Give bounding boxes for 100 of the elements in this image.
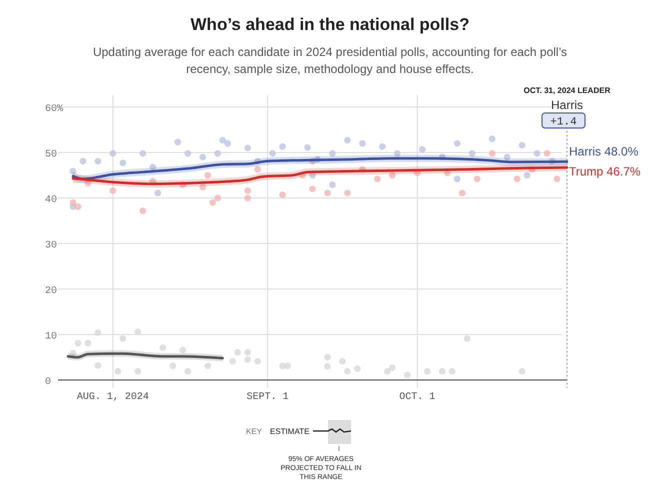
point — [518, 368, 526, 375]
chart-title: Who’s ahead in the national polls? — [190, 15, 470, 34]
point — [244, 144, 251, 152]
point — [134, 368, 142, 375]
y-tick-label: 0 — [45, 377, 52, 388]
point — [84, 340, 92, 346]
point — [169, 362, 176, 370]
text: KEY — [246, 427, 263, 436]
point — [234, 348, 241, 356]
point — [244, 187, 251, 194]
point — [454, 140, 461, 147]
chart-subtitle: Updating average for each candidate in 2024 presidential polls, accounting for each poll’s recency, sample size, methodology and house effects. — [92, 45, 568, 76]
point — [204, 362, 212, 370]
point — [199, 154, 206, 160]
point — [209, 199, 216, 206]
point — [504, 154, 510, 160]
point — [284, 362, 291, 370]
point — [324, 190, 331, 196]
point — [389, 364, 396, 372]
point — [70, 350, 76, 356]
point — [404, 372, 411, 378]
point — [229, 358, 236, 365]
point — [254, 358, 261, 365]
point — [279, 192, 286, 198]
point — [514, 176, 520, 182]
point — [174, 138, 182, 146]
point — [120, 335, 126, 342]
point — [488, 150, 496, 157]
point — [344, 136, 351, 144]
point — [70, 199, 76, 206]
point — [74, 203, 82, 210]
point — [359, 140, 366, 147]
annotation: +1.4 — [550, 116, 578, 128]
point — [344, 368, 351, 375]
point — [94, 158, 102, 164]
point — [518, 142, 526, 149]
point — [394, 150, 401, 157]
point — [418, 146, 426, 153]
point — [474, 176, 480, 182]
point — [329, 182, 336, 188]
point — [110, 187, 116, 194]
point — [354, 365, 361, 372]
point — [374, 176, 381, 182]
point — [184, 368, 192, 375]
point — [214, 150, 221, 157]
point — [384, 368, 391, 375]
point — [134, 328, 142, 336]
point — [544, 150, 550, 157]
point — [279, 143, 286, 150]
point — [344, 190, 351, 196]
point — [154, 190, 162, 196]
point — [324, 363, 331, 370]
point — [339, 358, 346, 365]
y-tick-label: 10 — [45, 332, 58, 342]
point — [524, 172, 530, 179]
point — [309, 186, 316, 192]
point — [94, 329, 102, 336]
text: ESTIMATE — [270, 427, 310, 436]
point — [254, 166, 261, 173]
point — [184, 150, 192, 157]
point — [140, 150, 146, 157]
point — [379, 143, 386, 150]
annotation: Harris — [551, 98, 583, 112]
point — [214, 194, 221, 202]
y-tick-label: 50 — [45, 150, 58, 160]
point — [244, 348, 251, 356]
point — [244, 356, 251, 363]
point — [458, 190, 466, 196]
point — [304, 144, 311, 151]
point — [114, 368, 122, 375]
x-tick-label: SEPT. 1 — [246, 392, 289, 403]
point — [389, 172, 396, 179]
point — [70, 168, 76, 174]
point — [120, 160, 126, 166]
point — [94, 362, 102, 369]
x-tick-label: OCT. 1 — [399, 392, 436, 403]
annotation: Harris 48.0% — [569, 144, 639, 159]
point — [219, 136, 226, 144]
point — [140, 207, 146, 214]
point — [269, 150, 276, 157]
point — [464, 335, 470, 342]
point — [448, 368, 456, 375]
point — [110, 150, 116, 157]
x-tick-label: AUG. 1, 2024 — [76, 392, 149, 403]
y-tick-label: 30 — [45, 240, 58, 252]
point — [438, 368, 446, 375]
text: OCT. 31, 2024 LEADER — [524, 86, 611, 95]
point — [179, 346, 186, 354]
point — [534, 150, 540, 157]
point — [80, 158, 86, 164]
y-tick-label: 40 — [45, 195, 58, 206]
point — [324, 354, 331, 361]
point — [224, 140, 231, 147]
point — [329, 150, 336, 157]
point — [199, 184, 206, 190]
annotation: Trump 46.7% — [569, 164, 641, 179]
y-tick-label: 20 — [45, 286, 58, 297]
point — [468, 150, 476, 157]
point — [488, 136, 496, 142]
y-tick-label: 60% — [45, 104, 64, 115]
